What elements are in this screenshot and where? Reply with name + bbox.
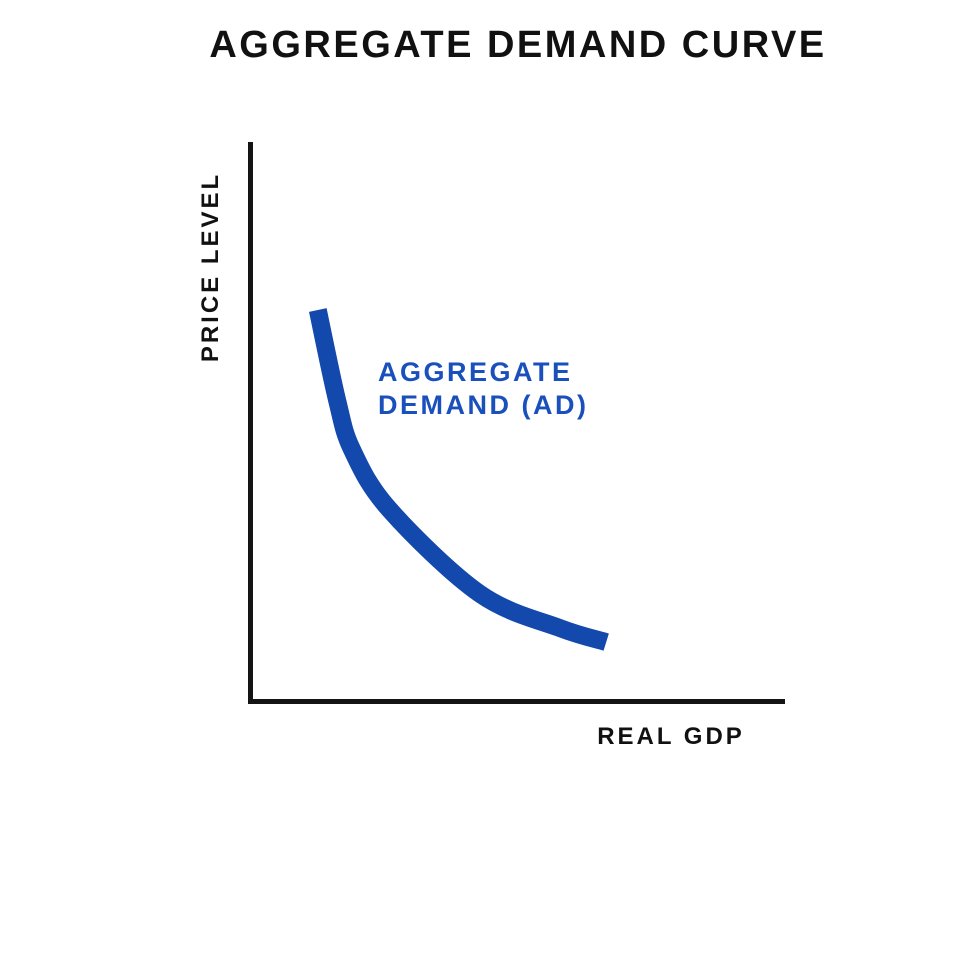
y-axis-line <box>248 142 253 704</box>
curve-label: AGGREGATE DEMAND (AD) <box>378 356 588 422</box>
x-axis-label: REAL GDP <box>597 723 745 750</box>
y-axis-label: PRICE LEVEL <box>197 171 224 363</box>
x-axis-line <box>248 699 785 704</box>
curve-label-line2: DEMAND (AD) <box>378 390 589 420</box>
curve-label-line1: AGGREGATE <box>378 357 573 387</box>
chart-title: AGGREGATE DEMAND CURVE <box>209 24 827 66</box>
